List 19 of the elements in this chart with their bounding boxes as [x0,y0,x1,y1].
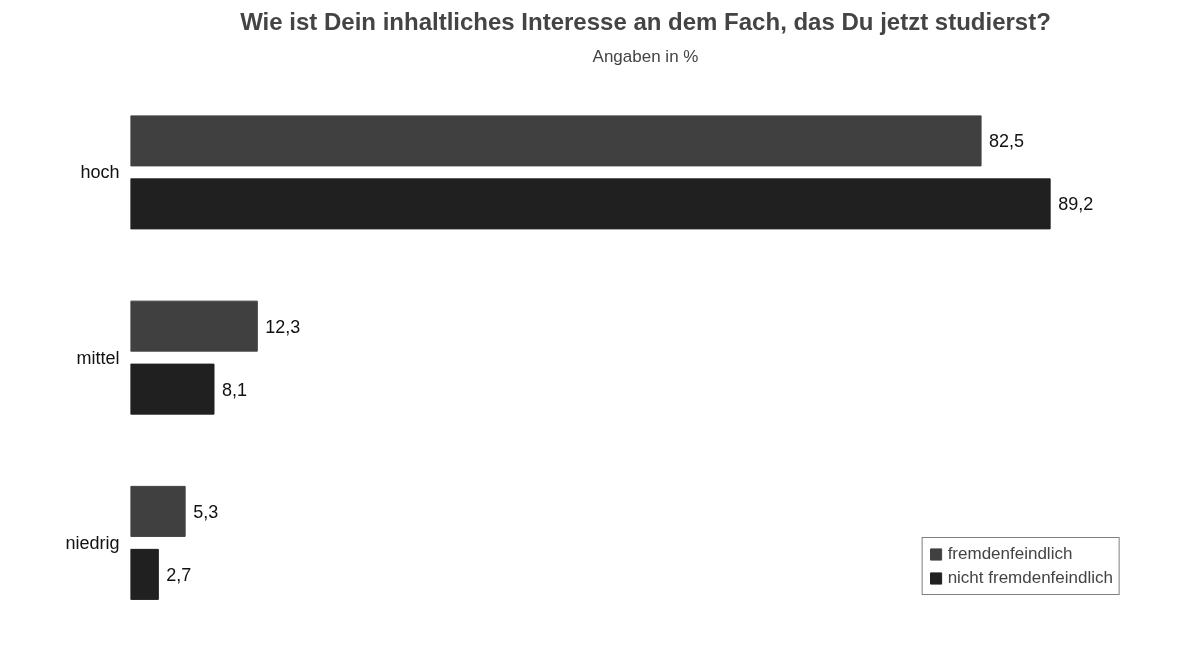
chart-subtitle: Angaben in % [592,46,699,66]
legend-label: nicht fremdenfeindlich [947,568,1113,588]
y-tick-label: hoch [80,162,120,183]
y-tick-label: mittel [76,347,120,368]
bar [130,115,982,167]
data-label: 89,2 [1058,194,1094,215]
data-label: 82,5 [989,131,1025,152]
data-label: 2,7 [166,564,192,585]
y-tick-label: niedrig [65,532,120,553]
bar [130,485,186,537]
bar [130,300,258,352]
legend-label: fremdenfeindlich [947,544,1073,564]
data-label: 12,3 [265,316,301,337]
bar [130,178,1051,230]
chart-title: Wie ist Dein inhaltliches Interesse an dem Fach, das Du jetzt studierst? [240,7,1051,35]
data-label: 5,3 [193,501,219,522]
bar [130,548,159,600]
bar [130,363,215,415]
data-label: 8,1 [222,379,248,400]
